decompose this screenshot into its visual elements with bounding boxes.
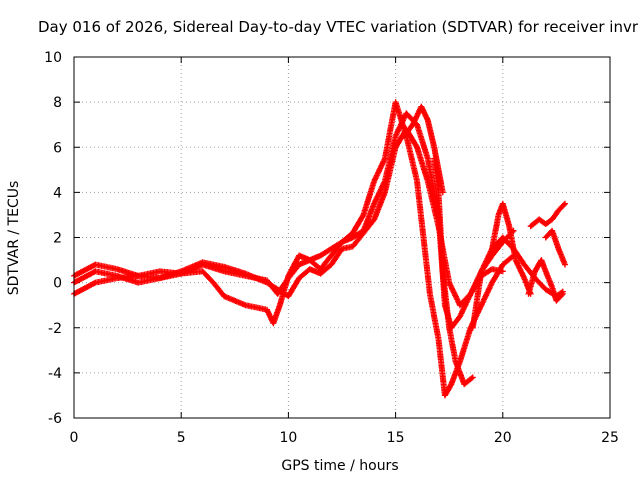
- y-tick-label: 0: [53, 276, 62, 292]
- series-track-g: [489, 200, 534, 297]
- plot-frame: [73, 56, 611, 419]
- x-tick-label: 5: [177, 430, 186, 446]
- data-marks: [71, 99, 568, 399]
- x-tick-label: 0: [70, 430, 79, 446]
- x-tick-label: 10: [279, 430, 297, 446]
- series-track-a: [71, 110, 517, 331]
- x-tick-label: 25: [601, 430, 619, 446]
- plus-markers: [431, 155, 476, 388]
- y-tick-label: 4: [53, 185, 62, 201]
- axis-ticks: 0 5 10 15 20 25: [70, 56, 619, 446]
- y-tick-label: -4: [48, 366, 62, 382]
- series-track-e: [431, 155, 476, 388]
- y-tick-label: -2: [48, 321, 62, 337]
- plus-markers: [525, 257, 566, 304]
- y-tick-label: 2: [53, 231, 62, 247]
- x-axis-label: GPS time / hours: [281, 458, 398, 474]
- y-axis-label: SDTVAR / TECUs: [6, 181, 22, 296]
- plus-markers: [71, 99, 517, 399]
- grid-lines: [74, 57, 610, 418]
- plus-markers: [71, 110, 517, 331]
- plus-markers: [527, 200, 568, 230]
- y-tick-label: -6: [48, 411, 62, 427]
- plus-markers: [542, 227, 568, 268]
- series-track-j: [542, 227, 568, 268]
- y-tick-label: 8: [53, 95, 62, 111]
- y-tick-label: 10: [44, 50, 62, 66]
- series-track-h: [525, 257, 566, 304]
- y-tick-label: 6: [53, 140, 62, 156]
- series-track-b: [71, 99, 517, 399]
- series-track-i: [527, 200, 568, 230]
- chart-title: Day 016 of 2026, Sidereal Day-to-day VTE…: [38, 18, 639, 36]
- plus-markers: [489, 200, 534, 297]
- x-tick-label: 20: [494, 430, 512, 446]
- x-tick-label: 15: [387, 430, 405, 446]
